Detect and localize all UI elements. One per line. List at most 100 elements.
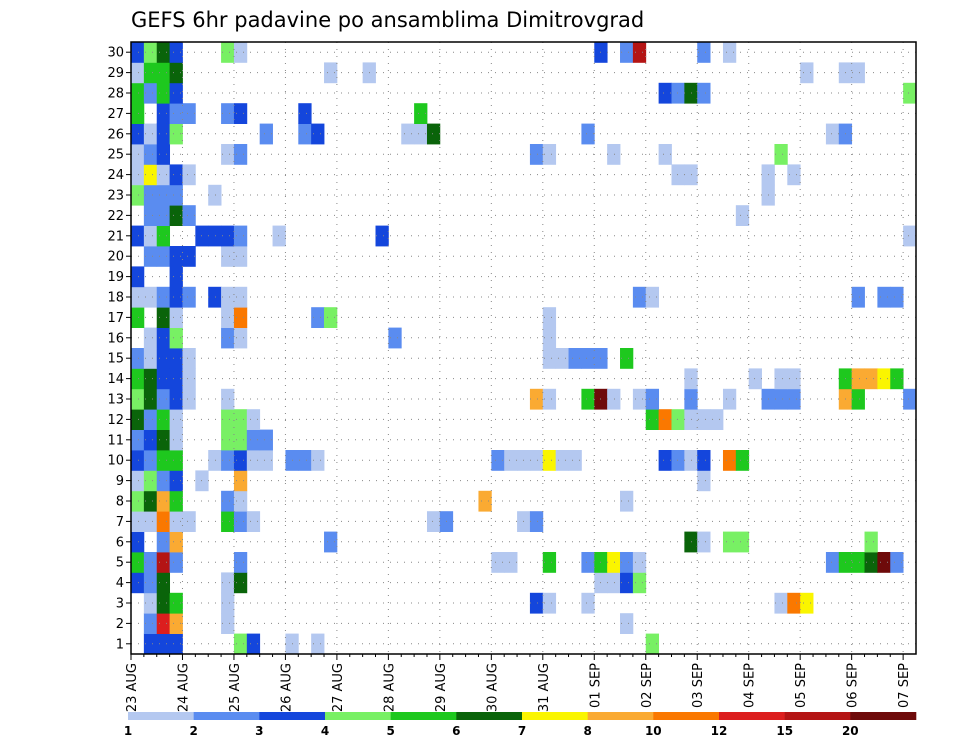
heatmap-cell (272, 225, 286, 247)
heatmap-cell (156, 552, 171, 573)
heatmap-cell (542, 327, 557, 349)
heatmap-cell (735, 531, 750, 553)
y-tick-label: 19 (107, 270, 124, 285)
heatmap-cell (311, 633, 325, 655)
legend-swatch (522, 712, 588, 720)
heatmap-cell (143, 409, 158, 430)
heatmap-cell (671, 82, 685, 104)
heatmap-cell (169, 552, 183, 573)
heatmap-cell (233, 450, 248, 471)
heatmap-cell (131, 144, 145, 165)
heatmap-cell (221, 246, 235, 267)
legend-label: 12 (711, 724, 728, 738)
heatmap-cell (233, 429, 248, 451)
heatmap-cell (221, 409, 235, 430)
x-tick-label: 24 AUG (177, 663, 192, 712)
legend-swatch (784, 712, 851, 720)
heatmap-cell (208, 286, 222, 308)
heatmap-cell (607, 552, 621, 573)
heatmap-cell (542, 307, 557, 328)
y-tick-label: 26 (107, 127, 124, 142)
heatmap-cell (851, 286, 865, 308)
heatmap-cell (620, 572, 634, 594)
heatmap-cell (169, 286, 183, 308)
heatmap-cell (233, 144, 248, 165)
heatmap-cell (787, 368, 801, 390)
heatmap-cell (542, 348, 557, 369)
heatmap-cell (800, 62, 814, 84)
heatmap-cell (504, 552, 518, 573)
heatmap-cell (825, 123, 840, 145)
heatmap-cell (903, 82, 917, 104)
x-tick-label: 25 AUG (228, 663, 243, 712)
heatmap-cell (182, 511, 196, 532)
heatmap-cell (143, 613, 158, 634)
heatmap-cell (156, 470, 171, 492)
heatmap-cell (233, 307, 248, 328)
y-tick-label: 18 (107, 291, 124, 306)
heatmap-cell (298, 103, 312, 124)
y-tick-label: 23 (107, 189, 124, 204)
heatmap-cell (620, 613, 634, 634)
heatmap-cell (324, 531, 338, 553)
heatmap-cell (684, 409, 698, 430)
heatmap-cell (221, 327, 235, 349)
heatmap-cell (259, 450, 273, 471)
heatmap-cell (607, 572, 621, 594)
x-tick-label: 28 AUG (382, 663, 397, 712)
heatmap-cell (426, 123, 441, 145)
heatmap-cell (143, 592, 158, 614)
heatmap-cell (388, 327, 402, 349)
heatmap-cell (645, 286, 660, 308)
x-tick-label: 05 SEP (794, 663, 809, 708)
heatmap-cell (645, 388, 660, 410)
heatmap-cell (722, 450, 737, 471)
y-tick-label: 11 (107, 433, 124, 448)
heatmap-cell (221, 103, 235, 124)
y-tick-label: 2 (116, 617, 124, 632)
heatmap-cell (169, 103, 183, 124)
heatmap-cell (529, 592, 544, 614)
heatmap-cell (632, 552, 647, 573)
heatmap-cell (298, 123, 312, 145)
heatmap-cell (131, 409, 145, 430)
legend-swatch (325, 712, 391, 720)
legend-swatch (653, 712, 720, 720)
heatmap-cell (529, 450, 544, 471)
heatmap-cell (221, 490, 235, 512)
heatmap-cell (156, 572, 171, 594)
heatmap-cell (864, 531, 878, 553)
heatmap-cell (504, 450, 518, 471)
heatmap-cell (877, 552, 891, 573)
heatmap-cell (542, 552, 557, 573)
heatmap-cell (774, 144, 788, 165)
heatmap-cell (246, 450, 261, 471)
heatmap-cell (169, 164, 183, 186)
heatmap-cell (131, 184, 145, 206)
y-tick-label: 9 (116, 474, 124, 489)
legend-label: 4 (321, 724, 329, 738)
y-tick-label: 20 (107, 250, 124, 265)
y-tick-label: 6 (116, 535, 124, 550)
heatmap-cell (658, 450, 672, 471)
heatmap-cell (375, 225, 389, 247)
x-tick-label: 04 SEP (743, 663, 758, 708)
y-tick-label: 21 (107, 229, 124, 244)
heatmap-cell (156, 246, 171, 267)
heatmap-cell (890, 286, 904, 308)
y-tick-label: 5 (116, 556, 124, 571)
heatmap-cell (233, 470, 248, 492)
heatmap-cell (233, 246, 248, 267)
heatmap-cell (182, 205, 196, 226)
heatmap-cell (233, 633, 248, 655)
heatmap-cell (221, 592, 235, 614)
heatmap-cell (311, 450, 325, 471)
heatmap-cell (233, 572, 248, 594)
heatmap-cell (774, 368, 788, 390)
heatmap-cell (169, 531, 183, 553)
x-tick-label: 27 AUG (331, 663, 346, 712)
heatmap-cell (156, 409, 171, 430)
heatmap-cell (259, 123, 273, 145)
heatmap-cell (156, 164, 171, 186)
heatmap-cell (169, 450, 183, 471)
